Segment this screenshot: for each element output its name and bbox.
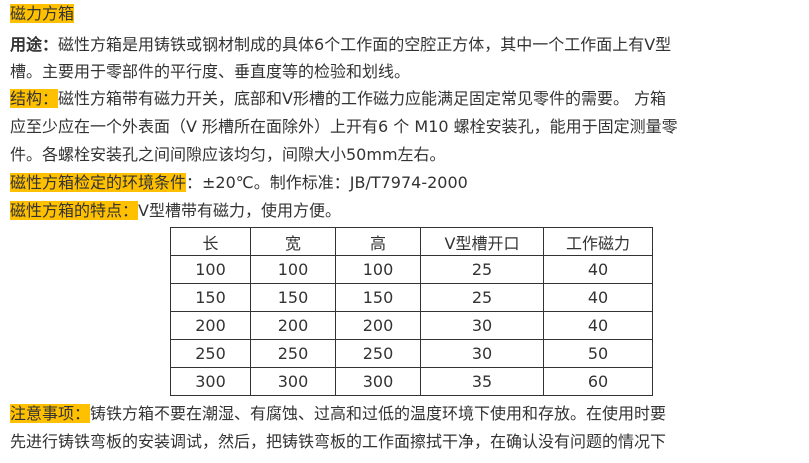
structure-line-2: 应至少应在一个外表面（V 形槽所在面除外）上开有6 个 M10 螺栓安装孔，能用… (10, 117, 678, 136)
table-cell: 25 (420, 283, 544, 312)
table-row: 250 250 250 30 50 (170, 339, 653, 368)
table-cell: 30 (420, 311, 544, 340)
table-cell: 300 (170, 367, 251, 396)
table-cell: 35 (420, 367, 544, 396)
header-cell: V型槽开口 (420, 227, 544, 256)
structure-line-3: 件。各螺栓安装孔之间间隙应该均匀，间隙大小50mm左右。 (10, 145, 446, 164)
header-cell: 长 (170, 227, 251, 256)
notes-line-2: 先进行铸铁弯板的安装调试，然后，把铸铁弯板的工作面擦拭干净，在确认没有问题的情况… (10, 432, 667, 451)
environment-line: 磁性方箱检定的环境条件：±20℃。制作标准：JB/T7974-2000 (10, 169, 468, 196)
title-highlight: 磁力方箱 (10, 4, 75, 23)
table-cell: 30 (420, 339, 544, 368)
table-cell: 200 (335, 311, 421, 340)
table-cell: 100 (335, 255, 421, 284)
notes-text: 铸铁方箱不要在潮湿、有腐蚀、过高和过低的温度环境下使用和存放。在使用时要 (90, 404, 667, 423)
table-cell: 150 (250, 283, 336, 312)
table-cell: 150 (335, 283, 421, 312)
environment-label: 磁性方箱检定的环境条件 (10, 173, 187, 192)
notes-line-1: 注意事项：铸铁方箱不要在潮湿、有腐蚀、过高和过低的温度环境下使用和存放。在使用时… (10, 400, 666, 427)
table-row: 200 200 200 30 40 (170, 311, 653, 340)
table-cell: 300 (250, 367, 336, 396)
features-line: 磁性方箱的特点：V型槽带有磁力，使用方便。 (10, 197, 341, 224)
table-cell: 250 (170, 339, 251, 368)
table-row: 100 100 100 25 40 (170, 255, 653, 284)
structure-text: 磁性方箱带有磁力开关，底部和V形槽的工作磁力应能满足固定常见零件的需要。 方箱 (58, 89, 667, 108)
environment-text: ：±20℃。制作标准：JB/T7974-2000 (186, 173, 468, 192)
table-cell: 40 (543, 311, 653, 340)
table-cell: 40 (543, 283, 653, 312)
table-cell: 100 (250, 255, 336, 284)
table-cell: 250 (335, 339, 421, 368)
notes-label: 注意事项： (10, 404, 91, 423)
table-cell: 25 (420, 255, 544, 284)
table-cell: 250 (250, 339, 336, 368)
table-cell: 200 (170, 311, 251, 340)
table-cell: 50 (543, 339, 653, 368)
usage-label: 用途： (10, 35, 59, 54)
table-header-row: 长 宽 高 V型槽开口 工作磁力 (170, 227, 653, 256)
table-cell: 40 (543, 255, 653, 284)
table-cell: 60 (543, 367, 653, 396)
header-cell: 高 (335, 227, 421, 256)
table-cell: 300 (335, 367, 421, 396)
usage-line-1: 用途：磁性方箱是用铸铁或钢材制成的具体6个工作面的空腔正方体，其中一个工作面上有… (10, 31, 671, 58)
header-cell: 宽 (250, 227, 336, 256)
page-title: 磁力方箱 (10, 0, 75, 27)
spec-table: 长 宽 高 V型槽开口 工作磁力 100 100 100 25 40 150 150 150 2… (170, 227, 653, 396)
table-row: 150 150 150 25 40 (170, 283, 653, 312)
features-text: V型槽带有磁力，使用方便。 (138, 201, 341, 220)
table-cell: 200 (250, 311, 336, 340)
structure-line-1: 结构：磁性方箱带有磁力开关，底部和V形槽的工作磁力应能满足固定常见零件的需要。 … (10, 85, 666, 112)
usage-text: 磁性方箱是用铸铁或钢材制成的具体6个工作面的空腔正方体，其中一个工作面上有V型 (58, 35, 672, 54)
structure-label: 结构： (10, 89, 59, 108)
header-cell: 工作磁力 (543, 227, 653, 256)
table-row: 300 300 300 35 60 (170, 367, 653, 396)
table-cell: 100 (170, 255, 251, 284)
usage-line-2: 槽。主要用于零部件的平行度、垂直度等的检验和划线。 (10, 62, 411, 81)
features-label: 磁性方箱的特点： (10, 201, 139, 220)
table-cell: 150 (170, 283, 251, 312)
